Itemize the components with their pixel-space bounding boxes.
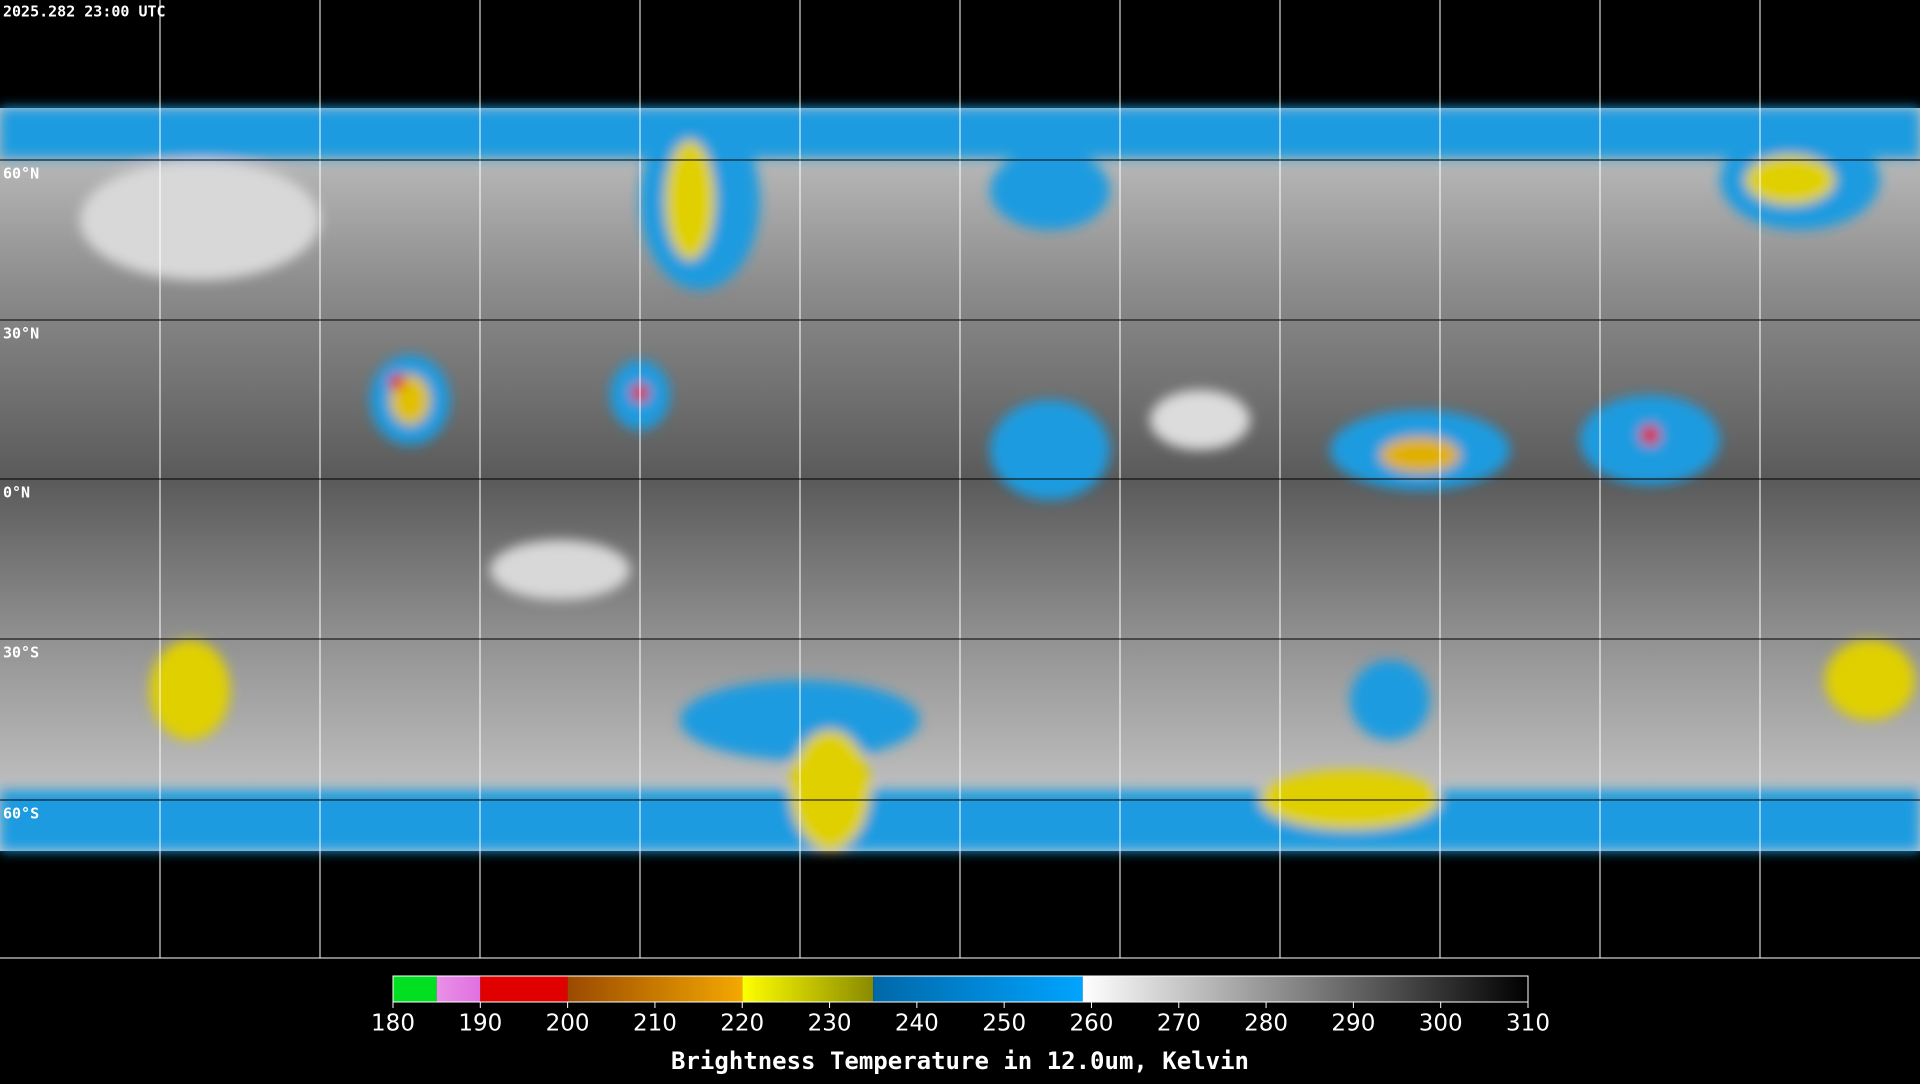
colorbar-segment xyxy=(1082,976,1528,1002)
colorbar-segment xyxy=(436,976,481,1002)
colorbar-tick-label: 220 xyxy=(720,1011,764,1037)
colorbar-tick-label: 190 xyxy=(458,1011,502,1037)
latitude-label: 30°S xyxy=(3,644,39,662)
colorbar-tick-label: 200 xyxy=(546,1011,590,1037)
colorbar-tick-label: 260 xyxy=(1070,1011,1114,1037)
colorbar-tick-label: 240 xyxy=(895,1011,939,1037)
latitude-lines xyxy=(0,159,1920,801)
colorbar-segment xyxy=(480,976,568,1002)
colorbar-tick-label: 210 xyxy=(633,1011,677,1037)
colorbar-tick-label: 310 xyxy=(1506,1011,1550,1037)
latitude-label: 60°N xyxy=(3,165,39,183)
colorbar-frame xyxy=(392,975,1529,1003)
colorbar-tick-label: 290 xyxy=(1331,1011,1375,1037)
latitude-label: 0°N xyxy=(3,484,30,502)
colorbar-tick-label: 280 xyxy=(1244,1011,1288,1037)
colorbar-tick-label: 180 xyxy=(371,1011,415,1037)
colorbar-tick-label: 230 xyxy=(808,1011,852,1037)
latitude-label: 60°S xyxy=(3,805,39,823)
colorbar-segment xyxy=(393,976,437,1002)
timestamp: 2025.282 23:00 UTC xyxy=(3,3,166,21)
colorbar-tick-label: 270 xyxy=(1157,1011,1201,1037)
colorbar-segment xyxy=(567,976,743,1002)
colorbar-segment xyxy=(742,976,874,1002)
colorbar-tick-label: 300 xyxy=(1419,1011,1463,1037)
colorbar-tick-label: 250 xyxy=(982,1011,1026,1037)
colorbar-segment xyxy=(873,976,1083,1002)
latitude-label: 30°N xyxy=(3,325,39,343)
colorbar-title: Brightness Temperature in 12.0um, Kelvin xyxy=(671,1047,1249,1075)
